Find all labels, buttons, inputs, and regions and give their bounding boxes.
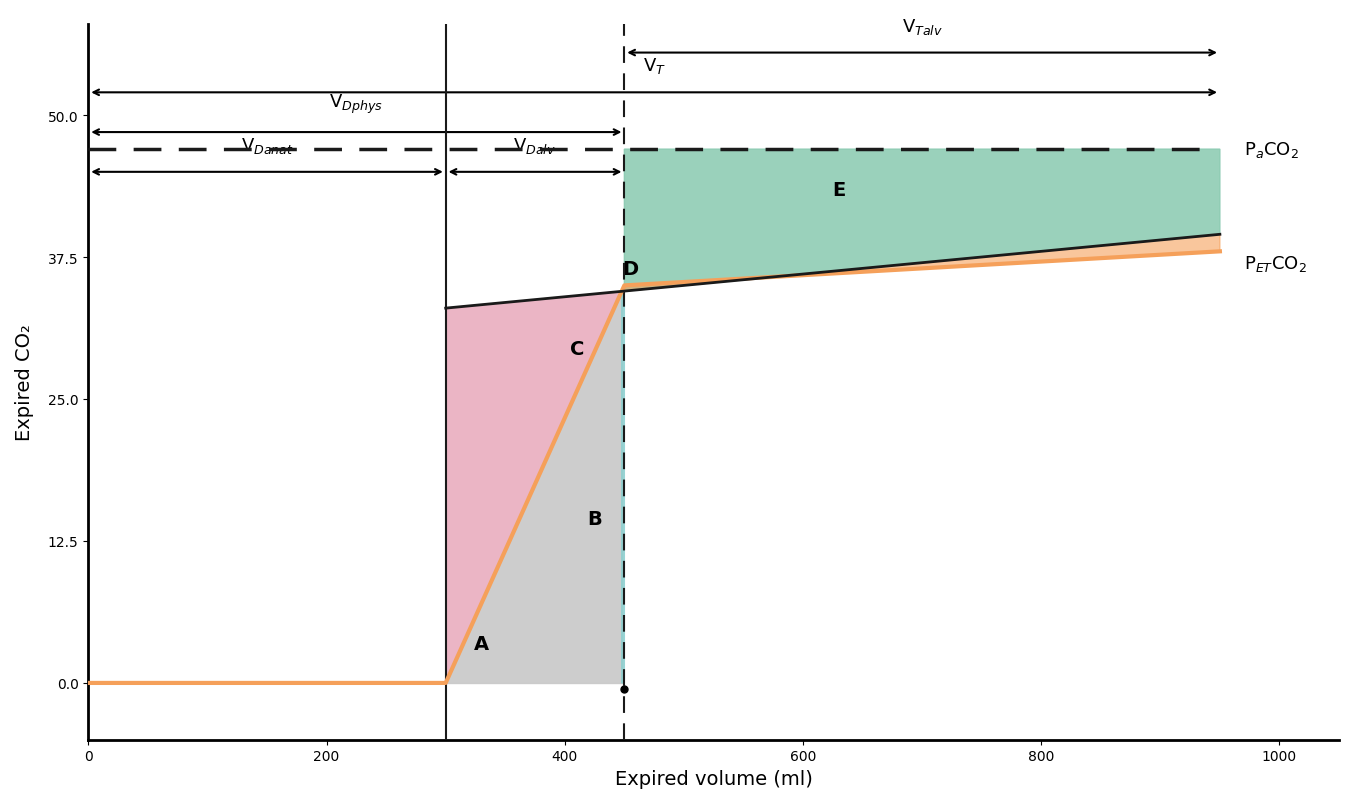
Polygon shape (445, 292, 621, 683)
X-axis label: Expired volume (ml): Expired volume (ml) (615, 769, 812, 788)
Text: A: A (474, 634, 489, 653)
Polygon shape (621, 286, 624, 683)
Text: V$_{Danat}$: V$_{Danat}$ (241, 136, 294, 156)
Text: E: E (833, 181, 845, 199)
Text: P$_a$CO$_2$: P$_a$CO$_2$ (1244, 140, 1298, 160)
Polygon shape (624, 150, 1220, 291)
Text: B: B (588, 509, 603, 528)
Text: V$_{T}$: V$_{T}$ (643, 56, 666, 76)
Text: D: D (623, 259, 638, 279)
Text: V$_{Talv}$: V$_{Talv}$ (902, 17, 942, 36)
Text: V$_{Dalv}$: V$_{Dalv}$ (513, 136, 556, 156)
Text: C: C (570, 339, 584, 358)
Polygon shape (621, 286, 624, 292)
Y-axis label: Expired CO₂: Expired CO₂ (15, 324, 34, 441)
Text: V$_{Dphys}$: V$_{Dphys}$ (329, 92, 383, 116)
Polygon shape (624, 235, 1220, 291)
Text: P$_{ET}$CO$_2$: P$_{ET}$CO$_2$ (1244, 254, 1307, 273)
Polygon shape (445, 292, 621, 683)
